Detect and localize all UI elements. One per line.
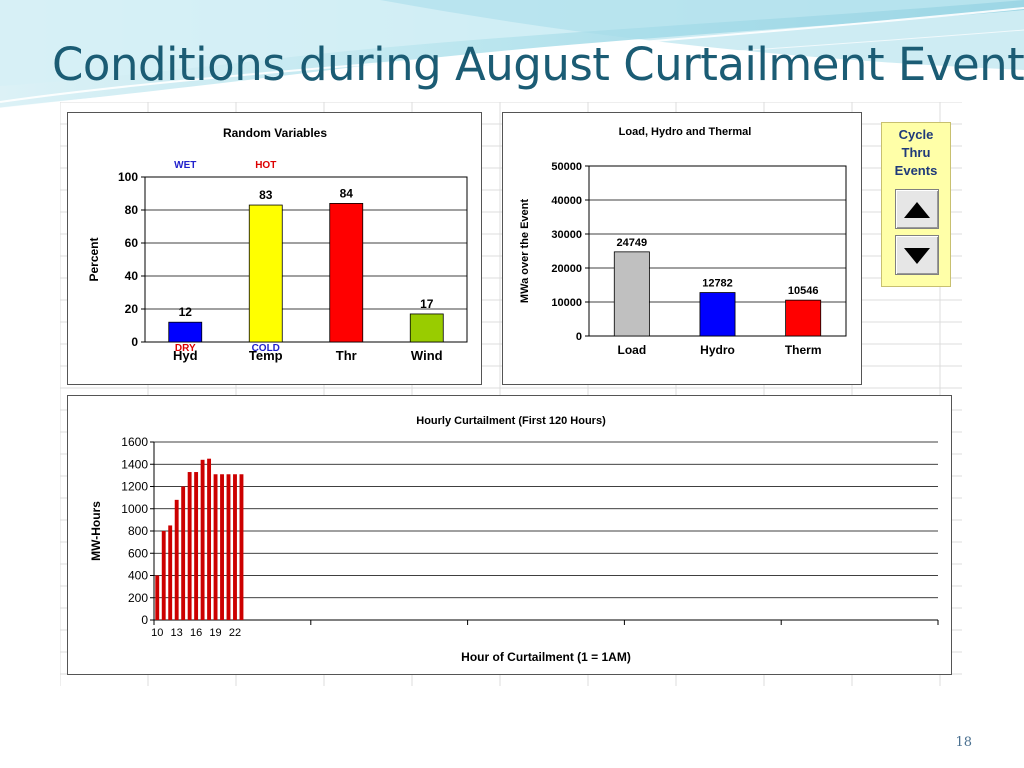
bar [207, 458, 212, 620]
bar [226, 474, 231, 620]
page-number: 18 [955, 735, 972, 750]
bar [613, 251, 650, 337]
cycle-down-button[interactable] [895, 235, 939, 275]
x-tick-label: Hydro [700, 343, 735, 357]
y-tick-label: 20000 [551, 263, 582, 275]
bar [248, 204, 283, 343]
x-axis-label: Hour of Curtailment (1 = 1AM) [461, 650, 631, 664]
bar [213, 474, 218, 620]
annotation-label: DRY [175, 343, 196, 354]
y-tick-label: 60 [125, 236, 139, 250]
bar [329, 203, 364, 343]
x-tick-label: Temp [249, 348, 283, 363]
bar [168, 321, 203, 343]
annotation-label: COLD [252, 343, 280, 354]
y-axis-label: MWa over the Event [519, 199, 531, 303]
bar [699, 292, 736, 337]
y-tick-label: 600 [128, 546, 148, 560]
cycle-events-panel: Cycle Thru Events [881, 122, 951, 287]
hourly-curtailment-chart: Hourly Curtailment (First 120 Hours) 0 200… [67, 395, 952, 675]
cycle-up-button[interactable] [895, 189, 939, 229]
y-tick-label: 800 [128, 524, 148, 538]
x-tick-label: Wind [411, 348, 443, 363]
data-label: 12 [179, 305, 193, 319]
data-label: 17 [420, 297, 434, 311]
y-tick-label: 0 [576, 331, 582, 343]
bar [200, 459, 205, 620]
plot-area-frame [144, 176, 468, 343]
chart-title: Load, Hydro and Thermal [619, 126, 752, 138]
bar [239, 474, 244, 620]
y-tick-label: 10000 [551, 297, 582, 309]
bar [168, 525, 173, 620]
x-tick-label: Load [617, 343, 646, 357]
x-tick-label: Therm [785, 343, 822, 357]
bar [187, 472, 192, 620]
x-tick-label: 22 [229, 627, 241, 639]
y-tick-label: 0 [141, 613, 148, 627]
bar [220, 474, 224, 620]
bar [785, 299, 822, 337]
y-tick-label: 100 [118, 170, 138, 184]
x-tick-label: Thr [336, 348, 357, 363]
bar [174, 499, 179, 620]
y-tick-label: 1600 [121, 435, 148, 449]
y-tick-label: 80 [125, 203, 139, 217]
y-tick-label: 400 [128, 569, 148, 583]
triangle-down-icon [904, 248, 930, 264]
y-tick-label: 1000 [121, 502, 148, 516]
x-tick-label: 13 [171, 627, 183, 639]
data-label: 10546 [788, 285, 819, 297]
chart-title: Hourly Curtailment (First 120 Hours) [416, 415, 606, 427]
data-label: 83 [259, 188, 273, 202]
load-hydro-thermal-chart: Load, Hydro and Thermal 0 10000 20000 30000 4… [502, 112, 862, 385]
random-variables-chart: Random Variables 0 20 40 60 80 100 Percent 12 Hyd… [67, 112, 482, 385]
y-axis-label: MW-Hours [89, 501, 103, 561]
x-tick-label: 16 [190, 627, 202, 639]
x-tick-label: 10 [151, 627, 163, 639]
annotation-label: HOT [255, 160, 276, 171]
cycle-events-label: Cycle Thru Events [894, 127, 938, 178]
bar [233, 474, 237, 620]
bar [161, 531, 166, 620]
triangle-up-icon [904, 202, 930, 218]
y-tick-label: 30000 [551, 229, 582, 241]
title-banner-swoosh [0, 0, 1024, 109]
annotation-label: WET [174, 160, 196, 171]
y-tick-label: 200 [128, 591, 148, 605]
y-axis-label: Percent [87, 237, 101, 281]
y-tick-label: 20 [125, 302, 139, 316]
bar [409, 313, 444, 343]
data-label: 12782 [702, 278, 733, 290]
bar [155, 575, 160, 620]
data-label: 84 [340, 186, 354, 200]
bar [194, 472, 199, 620]
bar [181, 486, 186, 620]
slide-title: Conditions during August Curtailment Eve… [52, 38, 1024, 91]
y-tick-label: 40 [125, 269, 139, 283]
y-tick-label: 40000 [551, 195, 582, 207]
y-tick-label: 0 [131, 335, 138, 349]
y-tick-label: 1200 [121, 480, 148, 494]
chart-title: Random Variables [223, 126, 327, 140]
y-tick-label: 1400 [121, 457, 148, 471]
x-tick-label: 19 [209, 627, 221, 639]
y-tick-label: 50000 [551, 161, 582, 173]
x-tick-label: Hyd [173, 348, 198, 363]
data-label: 24749 [617, 237, 648, 249]
